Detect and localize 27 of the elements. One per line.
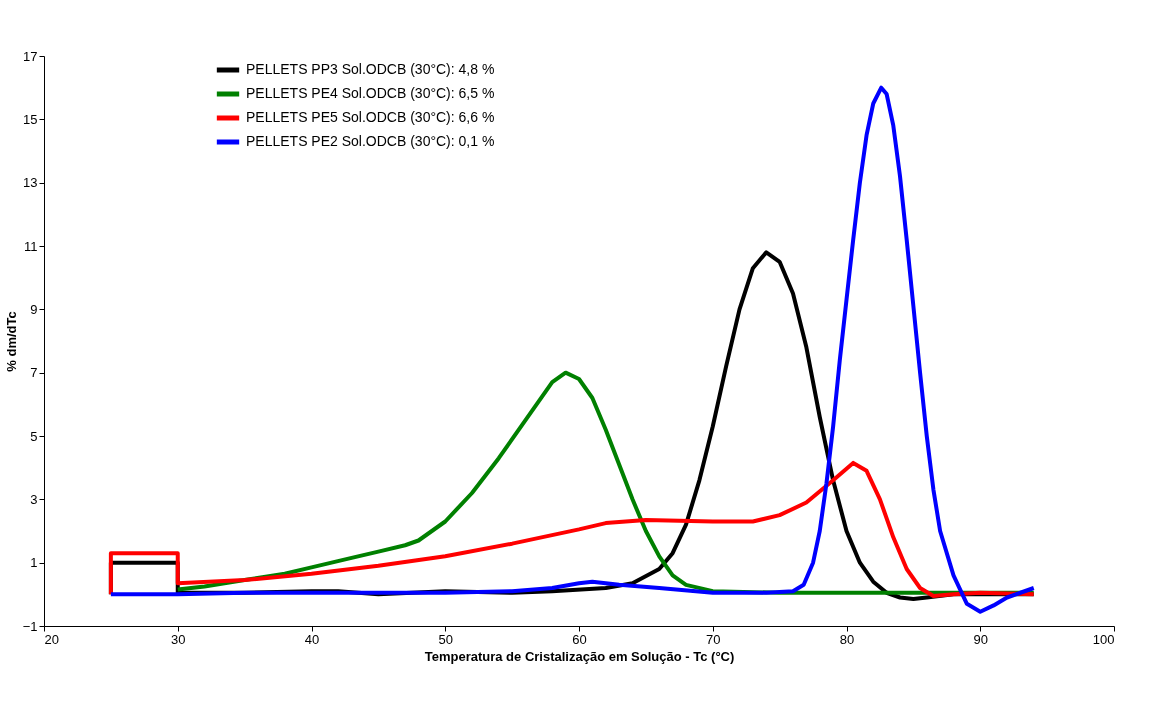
y-tick-label: 5: [30, 428, 38, 444]
x-tick-label: 100: [1092, 631, 1115, 647]
line-series: [108, 460, 1036, 598]
x-tick-label: 50: [438, 631, 453, 647]
y-tick-label: 11: [24, 238, 38, 254]
legend-label: PELLETS PP3 Sol.ODCB (30°C): 4,8 %: [246, 61, 495, 77]
legend-label: PELLETS PE4 Sol.ODCB (30°C): 6,5 %: [246, 85, 495, 101]
y-tick-label: −1: [22, 618, 38, 634]
x-tick-label: 40: [304, 631, 320, 647]
x-tick-label: 20: [44, 631, 59, 647]
x-tick-label: 90: [973, 631, 988, 647]
y-tick-label: 17: [23, 48, 38, 64]
x-tick-label: 30: [171, 631, 186, 647]
legend-label: PELLETS PE2 Sol.ODCB (30°C): 0,1 %: [246, 133, 495, 149]
y-tick-label: 15: [23, 111, 38, 127]
x-tick-label: 70: [706, 631, 721, 647]
y-tick-label: 9: [30, 301, 38, 317]
legend-label: PELLETS PE5 Sol.ODCB (30°C): 6,6 %: [246, 109, 495, 125]
y-axis-title: % dm/dTc: [3, 311, 19, 372]
x-tick-label: 60: [572, 631, 587, 647]
y-tick-label: 3: [30, 491, 38, 507]
y-tick-label: 1: [30, 555, 38, 571]
y-tick-label: 7: [30, 365, 38, 381]
x-tick-label: 80: [839, 631, 855, 647]
y-tick-label: 13: [23, 175, 38, 191]
line-series: [108, 85, 1036, 614]
x-axis-title: Temperatura de Cristalização em Solução - Tc (°C): [424, 648, 735, 664]
